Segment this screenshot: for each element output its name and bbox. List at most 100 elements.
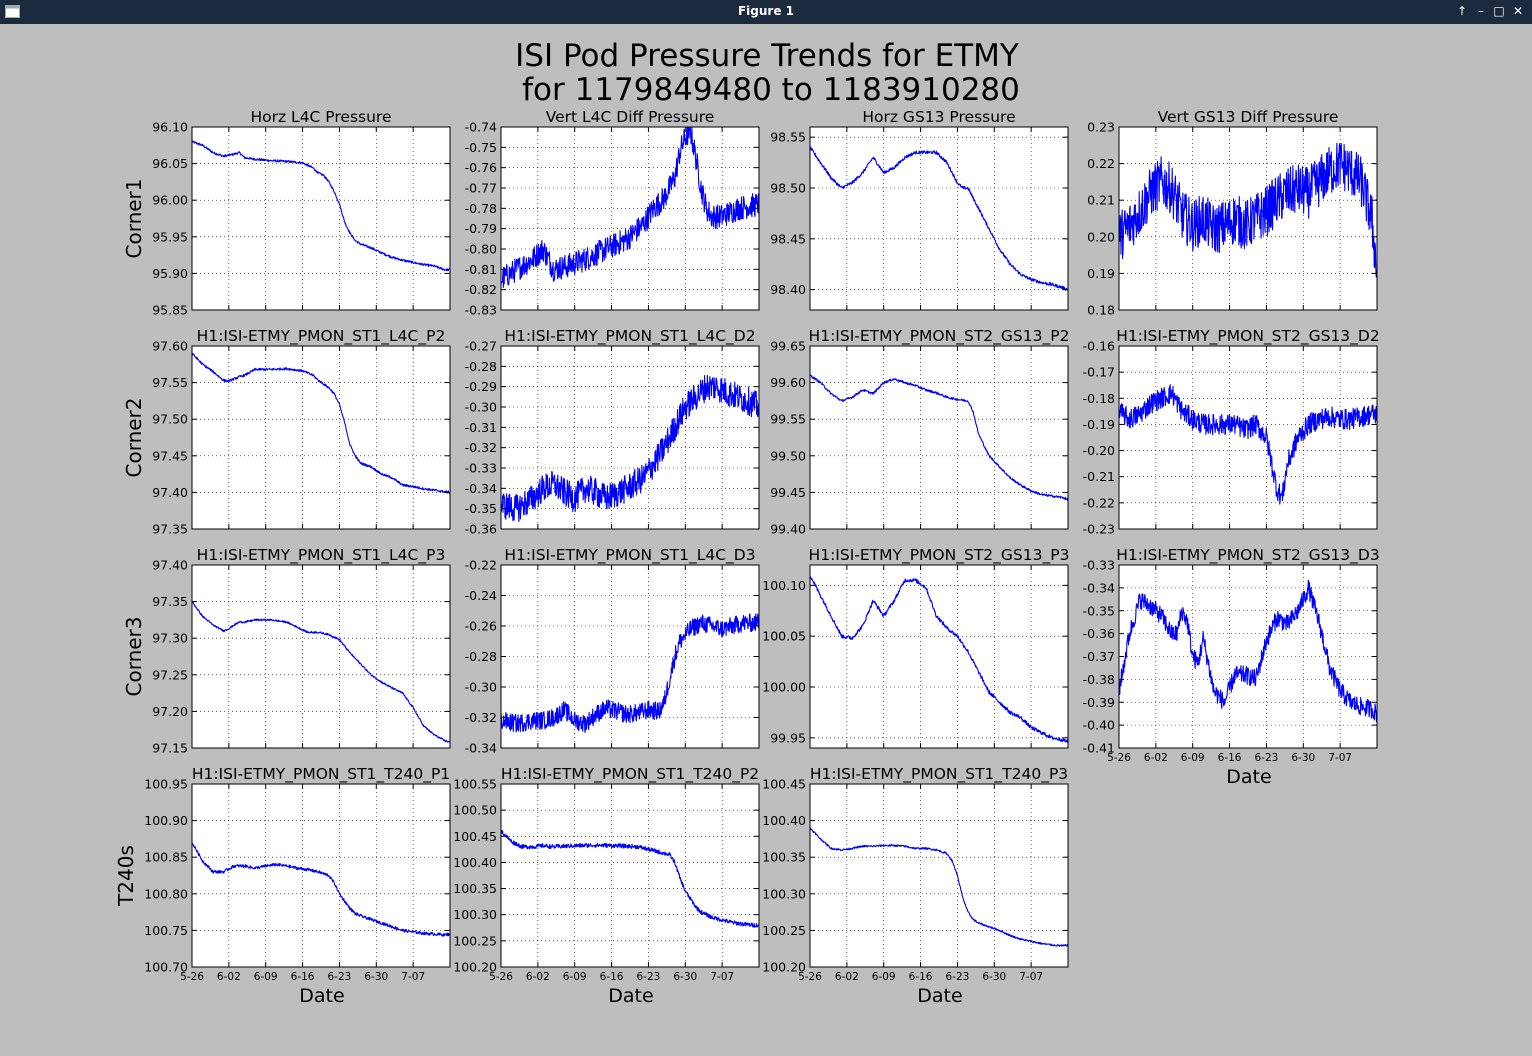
x-tick-label: 7-07 <box>710 971 734 983</box>
y-tick-label: 97.60 <box>152 339 188 354</box>
row-label-1: Corner1 <box>122 179 146 259</box>
plot-area <box>192 127 450 310</box>
x-tick-label: 5-26 <box>798 971 822 983</box>
y-tick-label: 100.45 <box>762 777 806 792</box>
y-tick-label: 97.55 <box>152 375 188 390</box>
window-minimize-button[interactable]: – <box>1478 4 1484 18</box>
series-line <box>192 140 450 272</box>
x-tick-label: 5-26 <box>180 971 204 983</box>
y-tick-label: -0.35 <box>465 501 497 516</box>
y-tick-label: 100.55 <box>453 777 497 792</box>
window-menu-icon[interactable] <box>5 5 20 18</box>
plot-area <box>501 784 759 967</box>
window-maximize-button[interactable]: □ <box>1493 4 1505 18</box>
plot-area <box>810 346 1068 529</box>
y-tick-label: -0.21 <box>1083 469 1115 484</box>
window-titlebar: Figure 1 ↑ – □ ✕ <box>0 0 1532 24</box>
y-tick-label: -0.20 <box>1083 443 1115 458</box>
x-tick-label: 6-09 <box>254 971 278 983</box>
plot-area <box>810 565 1068 748</box>
x-tick-label: 6-30 <box>1291 752 1315 764</box>
y-tick-label: 100.35 <box>762 850 806 865</box>
y-tick-label: 99.45 <box>770 485 806 500</box>
x-tick-label: 6-02 <box>217 971 241 983</box>
y-tick-label: -0.23 <box>1083 522 1115 537</box>
y-tick-label: 99.55 <box>770 412 806 427</box>
plot-area <box>192 346 450 529</box>
window-close-button[interactable]: ✕ <box>1512 4 1524 18</box>
subplot-4: 0.23 0.22 0.21 0.20 0.19 0.18 Vert GS13 Diff P… <box>1087 108 1378 318</box>
plot-area <box>810 784 1068 967</box>
y-tick-label: 100.90 <box>144 813 188 828</box>
y-tick-label: -0.16 <box>1083 339 1115 354</box>
y-tick-label: 0.20 <box>1087 229 1115 244</box>
y-tick-label: -0.27 <box>465 339 497 354</box>
y-tick-label: -0.24 <box>465 588 497 603</box>
y-tick-label: 96.10 <box>152 120 188 135</box>
x-tick-label: 5-26 <box>489 971 513 983</box>
x-tick-label: 6-09 <box>1181 752 1205 764</box>
x-tick-label: 6-09 <box>872 971 896 983</box>
y-tick-label: 97.25 <box>152 667 188 682</box>
y-tick-label: 100.40 <box>762 813 806 828</box>
subplot-title: H1:ISI-ETMY_PMON_ST1_T240_P1 <box>192 765 450 784</box>
x-axis-label: Date <box>917 985 962 1007</box>
x-tick-label: 5-26 <box>1107 752 1131 764</box>
series-line <box>192 601 450 743</box>
subplot-title: H1:ISI-ETMY_PMON_ST1_T240_P2 <box>501 765 759 784</box>
series-line <box>810 374 1068 502</box>
subplot-title: Horz L4C Pressure <box>250 108 391 126</box>
plot-border <box>191 126 451 311</box>
y-tick-label: -0.29 <box>465 379 497 394</box>
y-tick-label: -0.34 <box>465 741 497 756</box>
x-tick-label: 6-16 <box>600 971 624 983</box>
figure-svg: ISI Pod Pressure Trends for ETMY for 117… <box>114 38 1380 1007</box>
plot-area <box>810 127 1068 310</box>
subplot-8: -0.16 -0.17 -0.18 -0.19 -0.20 -0.21 -0.22 -0.23… <box>1083 327 1380 537</box>
plot-border <box>500 783 760 968</box>
window-title: Figure 1 <box>737 4 795 18</box>
row-label-2: Corner2 <box>122 398 146 478</box>
subplot-title: Horz GS13 Pressure <box>862 108 1015 126</box>
subplot-15: 100.45 100.40 100.35 100.30 100.25 100.20 H1:I… <box>762 765 1069 1007</box>
subplot-3: 98.55 98.50 98.45 98.40 Horz GS13 Pressure <box>770 108 1069 311</box>
y-tick-label: -0.22 <box>1083 495 1115 510</box>
subplot-title: H1:ISI-ETMY_PMON_ST2_GS13_D3 <box>1116 546 1379 565</box>
y-tick-label: -0.32 <box>465 710 497 725</box>
y-tick-label: 100.35 <box>453 881 497 896</box>
subplot-12: -0.33 -0.34 -0.35 -0.36 -0.37 -0.38 -0.39 -0.40… <box>1083 546 1380 788</box>
y-tick-label: -0.28 <box>465 649 497 664</box>
y-tick-label: -0.74 <box>465 120 497 135</box>
x-axis-label: Date <box>608 985 653 1007</box>
y-tick-label: 96.05 <box>152 156 188 171</box>
plot-border <box>809 126 1069 311</box>
plot-border <box>809 783 1069 968</box>
y-tick-label: 99.95 <box>770 730 806 745</box>
subplot-1: 96.10 96.05 96.00 95.95 95.90 95.85 Horz L4C P… <box>152 108 451 318</box>
y-tick-label: -0.32 <box>465 440 497 455</box>
series-line <box>810 146 1068 291</box>
figure-canvas: ISI Pod Pressure Trends for ETMY for 117… <box>0 24 1532 1056</box>
y-tick-label: 99.40 <box>770 522 806 537</box>
y-tick-label: -0.78 <box>465 201 497 216</box>
y-tick-label: -0.33 <box>465 461 497 476</box>
subplot-title: H1:ISI-ETMY_PMON_ST1_T240_P3 <box>810 765 1068 784</box>
y-tick-label: -0.18 <box>1083 391 1115 406</box>
y-tick-label: 100.50 <box>453 803 497 818</box>
x-axis-label: Date <box>1226 766 1271 788</box>
y-tick-label: -0.30 <box>465 400 497 415</box>
subplot-title: H1:ISI-ETMY_PMON_ST1_L4C_P3 <box>197 546 446 565</box>
plot-border <box>191 345 451 530</box>
subplot-14: 100.55 100.50 100.45 100.40 100.35 100.30 100.… <box>453 765 760 1007</box>
subplot-10: -0.22 -0.24 -0.26 -0.28 -0.30 -0.32 -0.34 H1:IS… <box>465 546 760 756</box>
y-tick-label: -0.83 <box>465 303 497 318</box>
window-raise-button[interactable]: ↑ <box>1456 4 1468 18</box>
y-tick-label: 100.45 <box>453 829 497 844</box>
subplot-11: 100.10 100.05 100.00 99.95 H1:ISI-ETMY_PMON_… <box>762 546 1069 749</box>
series-line <box>501 374 759 523</box>
row-label-4: T240s <box>114 845 138 907</box>
plot-border <box>500 345 760 530</box>
subplot-6: -0.27 -0.28 -0.29 -0.30 -0.31 -0.32 -0.33 -0.34… <box>465 327 760 537</box>
y-tick-label: -0.77 <box>465 181 497 196</box>
series-line <box>1119 579 1377 723</box>
